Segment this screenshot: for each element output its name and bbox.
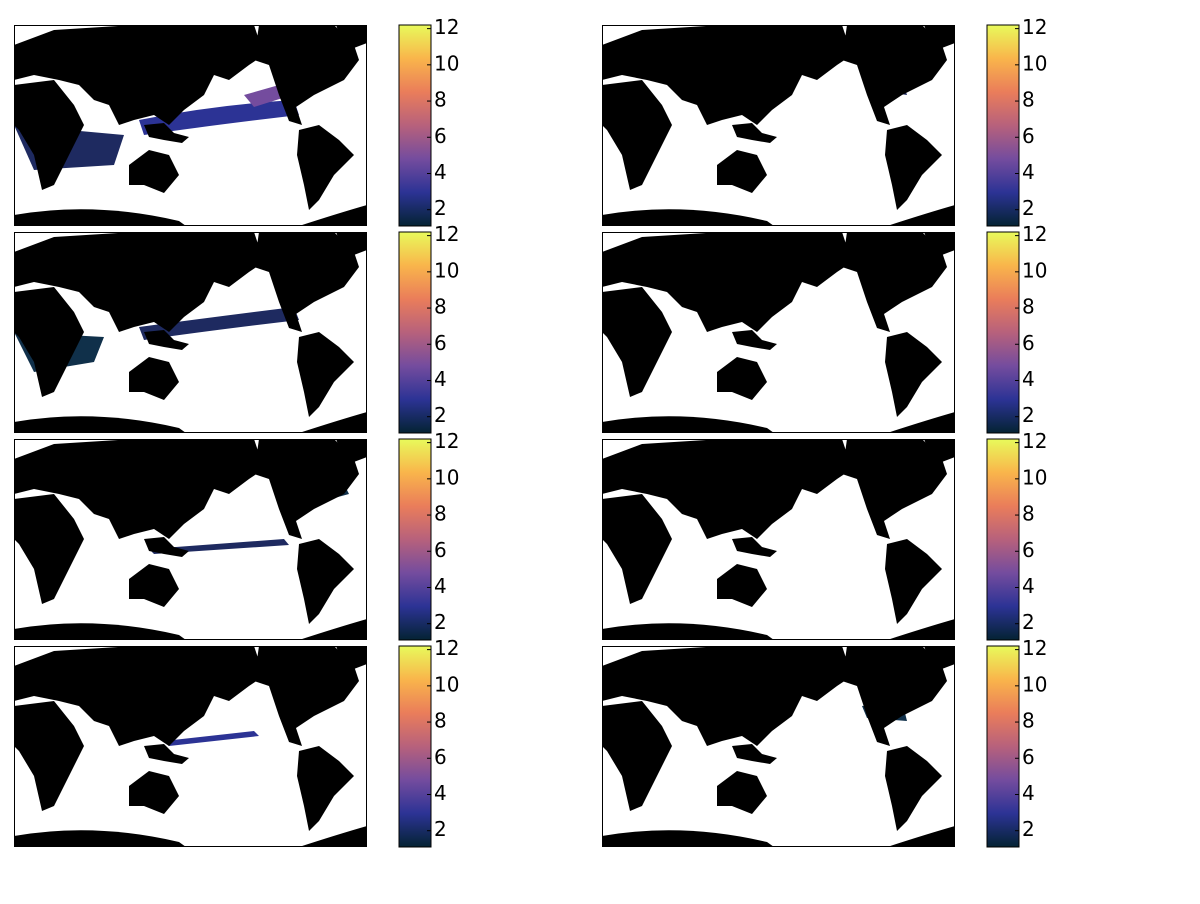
colorbar-tick-label: 12 — [434, 429, 459, 453]
colorbar-tick-label: 2 — [1022, 610, 1035, 634]
colorbar-tick-label: 8 — [434, 502, 447, 526]
colorbar-tick-label: 12 — [1022, 429, 1047, 453]
colorbar-tick-label: 12 — [434, 15, 459, 39]
colorbar — [986, 231, 1020, 434]
map-panel — [14, 646, 367, 847]
colorbar — [398, 438, 432, 641]
colorbar-tick-label: 4 — [1022, 367, 1035, 391]
colorbar-tick-label: 8 — [434, 295, 447, 319]
colorbar-tick-label: 4 — [434, 781, 447, 805]
colorbar-tick-label: 2 — [434, 610, 447, 634]
colorbar — [398, 231, 432, 434]
map-panel — [14, 25, 367, 226]
colorbar — [398, 24, 432, 227]
colorbar-tick-label: 10 — [434, 258, 459, 282]
colorbar-tick-label: 2 — [1022, 817, 1035, 841]
colorbar-tick-label: 6 — [1022, 124, 1035, 148]
map-frame — [602, 232, 955, 433]
colorbar-tick-label: 12 — [1022, 222, 1047, 246]
colorbar-tick-label: 4 — [434, 367, 447, 391]
ocean-field — [139, 307, 299, 340]
colorbar-tick-label: 2 — [434, 403, 447, 427]
map-frame — [602, 25, 955, 226]
map-panel — [14, 439, 367, 640]
colorbar-tick-label: 8 — [1022, 88, 1035, 112]
colorbar-tick-label: 6 — [1022, 331, 1035, 355]
map-panel — [602, 232, 955, 433]
colorbar — [398, 645, 432, 848]
colorbar-tick-label: 10 — [1022, 51, 1047, 75]
map-panel — [602, 646, 955, 847]
map-frame — [14, 232, 367, 433]
colorbar-tick-label: 10 — [1022, 672, 1047, 696]
colorbar-tick-label: 8 — [1022, 709, 1035, 733]
colorbar-tick-label: 4 — [434, 574, 447, 598]
colorbar-tick-label: 10 — [1022, 258, 1047, 282]
colorbar-tick-label: 2 — [1022, 403, 1035, 427]
colorbar-tick-label: 12 — [434, 636, 459, 660]
map-panel — [14, 232, 367, 433]
colorbar-tick-label: 6 — [434, 745, 447, 769]
colorbar-tick-label: 10 — [434, 51, 459, 75]
ocean-field — [139, 100, 299, 135]
colorbar-tick-label: 2 — [1022, 196, 1035, 220]
map-frame — [602, 646, 955, 847]
map-panel — [602, 25, 955, 226]
colorbar-tick-label: 8 — [434, 88, 447, 112]
colorbar — [986, 438, 1020, 641]
colorbar-tick-label: 6 — [434, 331, 447, 355]
colorbar-tick-label: 10 — [1022, 465, 1047, 489]
colorbar-tick-label: 12 — [434, 222, 459, 246]
colorbar-tick-label: 10 — [434, 672, 459, 696]
ocean-field — [164, 731, 259, 746]
colorbar-tick-label: 4 — [1022, 160, 1035, 184]
colorbar — [986, 24, 1020, 227]
colorbar-tick-label: 8 — [1022, 502, 1035, 526]
map-frame — [14, 25, 367, 226]
map-frame — [14, 439, 367, 640]
map-panel — [602, 439, 955, 640]
colorbar-tick-label: 6 — [434, 124, 447, 148]
colorbar-tick-label: 4 — [1022, 781, 1035, 805]
colorbar-tick-label: 10 — [434, 465, 459, 489]
colorbar-tick-label: 6 — [434, 538, 447, 562]
colorbar-tick-label: 6 — [1022, 745, 1035, 769]
colorbar-tick-label: 2 — [434, 817, 447, 841]
colorbar-tick-label: 2 — [434, 196, 447, 220]
map-frame — [602, 439, 955, 640]
colorbar — [986, 645, 1020, 848]
colorbar-tick-label: 12 — [1022, 636, 1047, 660]
colorbar-tick-label: 8 — [434, 709, 447, 733]
colorbar-tick-label: 8 — [1022, 295, 1035, 319]
colorbar-tick-label: 4 — [1022, 574, 1035, 598]
colorbar-tick-label: 6 — [1022, 538, 1035, 562]
colorbar-tick-label: 4 — [434, 160, 447, 184]
map-frame — [14, 646, 367, 847]
colorbar-tick-label: 12 — [1022, 15, 1047, 39]
